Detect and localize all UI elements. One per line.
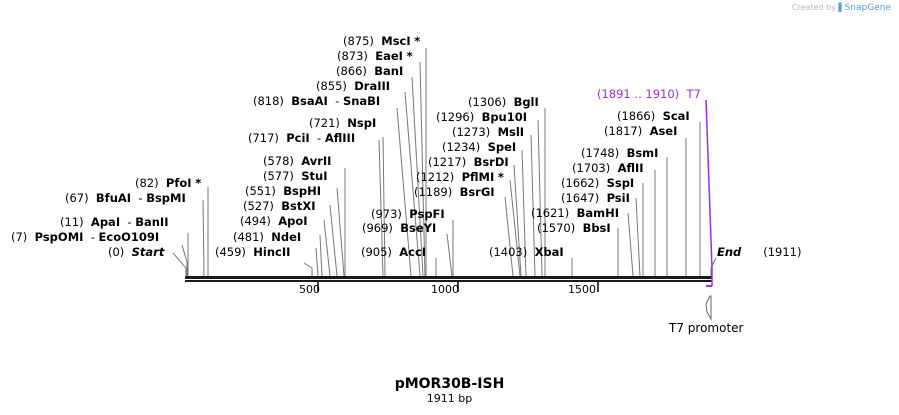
site-bseyi[interactable]: (969) BseYI (362, 221, 437, 235)
site-bgli[interactable]: (1306) BglI (468, 95, 539, 109)
feature-t7-promoter-label[interactable]: T7 promoter (669, 321, 744, 335)
site-bpu10i[interactable]: (1296) Bpu10I (436, 110, 528, 124)
site-bsphi[interactable]: (551) BspHI (245, 184, 321, 198)
site-msci[interactable]: (875) MscI * (343, 34, 421, 48)
site-scai[interactable]: (1866) ScaI (617, 109, 690, 123)
tick-label-1500: 1500 (568, 283, 596, 296)
site-avrii[interactable]: (578) AvrII (263, 154, 332, 168)
map-length: 1911 bp (426, 392, 473, 405)
site-spei[interactable]: (1234) SpeI (442, 140, 517, 154)
site-asei[interactable]: (1817) AseI (604, 124, 678, 138)
backbone-bottom-strand (185, 280, 712, 282)
snapgene-logo-icon: ▌ (838, 3, 845, 12)
t7-primer-line (705, 99, 713, 286)
tick-label-1000: 1000 (431, 283, 459, 296)
site-pcii[interactable]: (717) PciI - AflIII (248, 131, 356, 145)
site-acci[interactable]: (905) AccI (361, 245, 427, 259)
site-draiii[interactable]: (855) DraIII (316, 79, 391, 93)
site-eaei[interactable]: (873) EaeI * (337, 49, 413, 63)
site-hincii[interactable]: (459) HincII (215, 245, 291, 259)
site-connectors (172, 48, 717, 277)
site-end[interactable]: End (1911) (717, 245, 802, 259)
site-apai[interactable]: (11) ApaI - BanII (60, 215, 169, 229)
site-bsaai[interactable]: (818) BsaAI - SnaBI (253, 94, 381, 108)
site-sspi[interactable]: (1662) SspI (561, 176, 635, 190)
site-start[interactable]: (0) Start (108, 245, 165, 259)
site-bstxi[interactable]: (527) BstXI (243, 199, 316, 213)
site-nspi[interactable]: (721) NspI (309, 116, 377, 130)
site-bamhi[interactable]: (1621) BamHI (531, 206, 619, 220)
site-psii[interactable]: (1647) PsiI (561, 191, 630, 205)
primer-t7[interactable]: (1891 .. 1910) T7 (597, 87, 701, 101)
site-stui[interactable]: (577) StuI (263, 169, 328, 183)
tick-label-500: 500 (299, 283, 320, 296)
site-bfuai[interactable]: (67) BfuAI - BspMI (65, 191, 186, 205)
site-bani[interactable]: (866) BanI (336, 64, 404, 78)
site-bsrgi[interactable]: (1189) BsrGI (414, 185, 495, 199)
site-bsmi[interactable]: (1748) BsmI (581, 146, 659, 160)
t7-promoter-arrow[interactable] (705, 295, 712, 321)
site-pspfi[interactable]: (973) PspFI (371, 207, 445, 221)
site-ndei[interactable]: (481) NdeI (233, 230, 302, 244)
backbone-top-strand (185, 276, 712, 279)
site-pflmi[interactable]: (1212) PflMI * (416, 170, 504, 184)
site-bsrdi[interactable]: (1217) BsrDI (428, 155, 509, 169)
site-aflii[interactable]: (1703) AflII (572, 161, 644, 175)
snapgene-watermark: Created by ▌SnapGene (791, 3, 891, 13)
site-xbai[interactable]: (1403) XbaI (489, 245, 564, 259)
map-title: pMOR30B-ISH (394, 376, 505, 392)
site-msli[interactable]: (1273) MslI (452, 125, 525, 139)
site-bbsi[interactable]: (1570) BbsI (537, 221, 611, 235)
site-apoi[interactable]: (494) ApoI (240, 214, 308, 228)
site-pspomi[interactable]: (7) PspOMI - EcoO109I (11, 230, 160, 244)
site-pfoi[interactable]: (82) PfoI * (135, 176, 202, 190)
